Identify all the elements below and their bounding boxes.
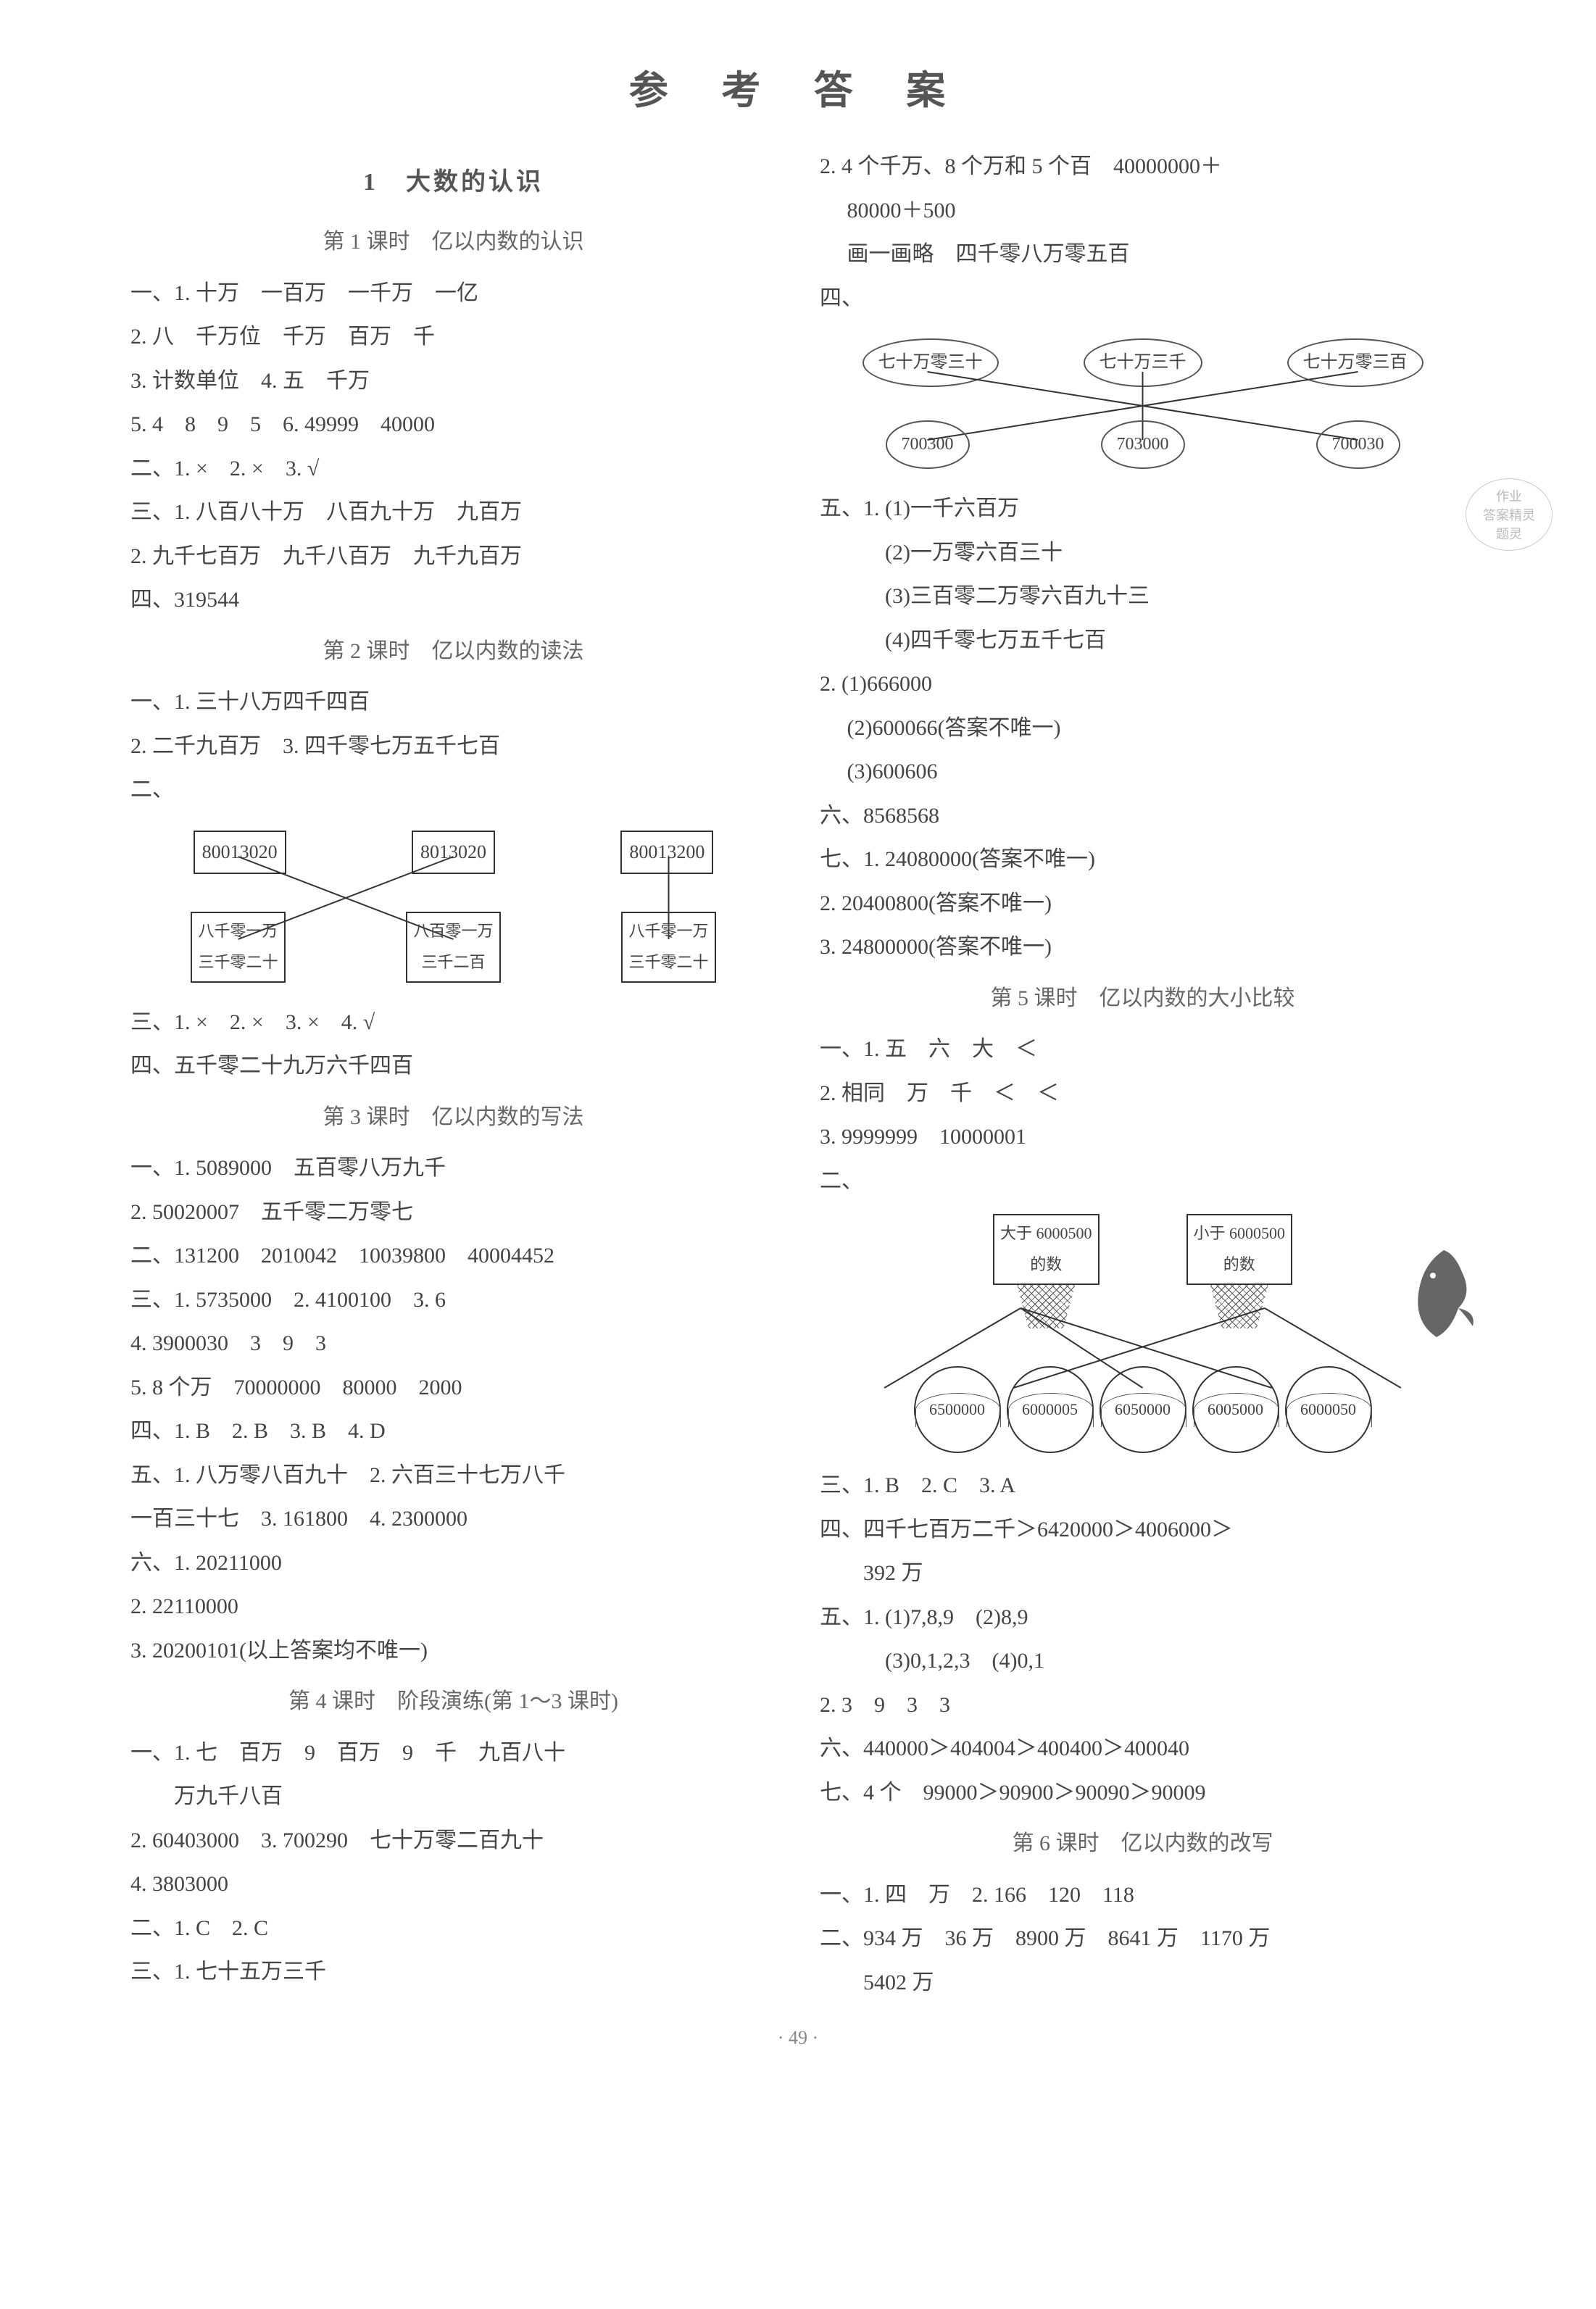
answer-text: 二、1. C 2. C	[130, 1907, 776, 1950]
answer-text: 五、1. (1)一千六百万	[820, 488, 1466, 531]
answer-text: 五、1. (1)7,8,9 (2)8,9	[820, 1597, 1466, 1639]
answer-text: 一百三十七 3. 161800 4. 2300000	[130, 1498, 776, 1541]
answer-text: 392 万	[820, 1552, 1466, 1595]
lesson1-title: 第 1 课时 亿以内数的认识	[130, 221, 776, 264]
answer-text: 二、934 万 36 万 8900 万 8641 万 1170 万	[820, 1918, 1466, 1960]
answer-text: 80000＋500	[820, 190, 1466, 233]
left-column: 1 大数的认识 第 1 课时 亿以内数的认识 一、1. 十万 一百万 一千万 一…	[130, 144, 776, 2005]
matching-diagram-1: 80013020 8013020 80013200 八千零一万 三千零二十 八百…	[130, 823, 776, 990]
lesson6-title: 第 6 课时 亿以内数的改写	[820, 1823, 1466, 1865]
answer-text: (2)一万零六百三十	[820, 532, 1466, 575]
dolphin-icon	[1408, 1243, 1480, 1344]
answer-text: 2. 50020007 五千零二万零七	[130, 1191, 776, 1234]
page-number: · 49 ·	[130, 2027, 1466, 2049]
answer-text: (3)0,1,2,3 (4)0,1	[820, 1640, 1466, 1683]
diagram-box: 八百零一万 三千二百	[406, 912, 500, 983]
lesson4-title: 第 4 课时 阶段演练(第 1～3 课时)	[130, 1681, 776, 1723]
answer-text: 2. 3 9 3 3	[820, 1684, 1466, 1727]
answer-text: (3)600606	[820, 751, 1466, 794]
answer-text: 一、1. 三十八万四千四百	[130, 681, 776, 724]
answer-text: 四、五千零二十九万六千四百	[130, 1045, 776, 1088]
stamp-text: 作业	[1496, 486, 1522, 505]
answer-text: 一、1. 七 百万 9 百万 9 千 九百八十	[130, 1732, 776, 1775]
basketball-node: 6050000	[1100, 1366, 1186, 1453]
stamp-text: 答案精灵	[1483, 505, 1535, 524]
diagram-box: 八千零一万 三千零二十	[621, 912, 715, 983]
answer-text: 四、1. B 2. B 3. B 4. D	[130, 1410, 776, 1453]
lesson3-title: 第 3 课时 亿以内数的写法	[130, 1097, 776, 1139]
basketball-node: 6005000	[1192, 1366, 1279, 1453]
answer-text: 二、	[820, 1160, 1466, 1203]
watermark-stamp: 作业 答案精灵 题灵	[1466, 478, 1553, 551]
cloud-node: 700300	[886, 420, 970, 469]
answer-text: 画一画略 四千零八万零五百	[820, 233, 1466, 276]
answer-text: 一、1. 十万 一百万 一千万 一亿	[130, 272, 776, 315]
answer-text: 五、1. 八万零八百九十 2. 六百三十七万八千	[130, 1455, 776, 1497]
columns-container: 1 大数的认识 第 1 课时 亿以内数的认识 一、1. 十万 一百万 一千万 一…	[130, 144, 1466, 2005]
answer-text: 二、1. × 2. × 3. √	[130, 448, 776, 491]
answer-text: 5. 4 8 9 5 6. 49999 40000	[130, 404, 776, 446]
answer-text: 七、1. 24080000(答案不唯一)	[820, 839, 1466, 881]
answer-text: 四、319544	[130, 579, 776, 622]
answer-text: 2. 二千九百万 3. 四千零七万五千七百	[130, 725, 776, 768]
answer-text: 三、1. × 2. × 3. × 4. √	[130, 1002, 776, 1044]
answer-text: 二、	[130, 769, 776, 812]
answer-text: 2. 20400800(答案不唯一)	[820, 883, 1466, 925]
answer-text: 2. 相同 万 千 ＜ ＜	[820, 1073, 1466, 1115]
answer-text: 万九千八百	[130, 1776, 776, 1818]
answer-text: 4. 3803000	[130, 1863, 776, 1906]
basketball-diagram: 大于 6000500 的数 小于 6000500 的数	[820, 1214, 1466, 1453]
matching-diagram-2: 七十万零三十 七十万三千 七十万零三百 700300 703000 700030	[820, 331, 1466, 476]
answer-text: (4)四千零七万五千七百	[820, 620, 1466, 662]
answer-text: 2. 22110000	[130, 1586, 776, 1628]
lesson5-title: 第 5 课时 亿以内数的大小比较	[820, 978, 1466, 1020]
answer-text: 4. 3900030 3 9 3	[130, 1323, 776, 1365]
answer-text: (3)三百零二万零六百九十三	[820, 575, 1466, 618]
answer-text: 三、1. 5735000 2. 4100100 3. 6	[130, 1279, 776, 1322]
cloud-node: 700030	[1316, 420, 1400, 469]
answer-text: 六、8568568	[820, 795, 1466, 838]
answer-text: 5402 万	[820, 1962, 1466, 2005]
stamp-text: 题灵	[1496, 524, 1522, 543]
answer-text: 二、131200 2010042 10039800 40004452	[130, 1235, 776, 1278]
answer-text: (2)600066(答案不唯一)	[820, 707, 1466, 750]
answer-text: 3. 24800000(答案不唯一)	[820, 926, 1466, 969]
answer-text: 四、四千七百万二千＞6420000＞4006000＞	[820, 1509, 1466, 1552]
diagram-box: 八千零一万 三千零二十	[191, 912, 285, 983]
answer-text: 七、4 个 99000＞90900＞90090＞90009	[820, 1772, 1466, 1815]
answer-text: 一、1. 5089000 五百零八万九千	[130, 1147, 776, 1190]
answer-text: 2. 八 千万位 千万 百万 千	[130, 316, 776, 359]
basketball-node: 6000005	[1007, 1366, 1094, 1453]
right-column: 2. 4 个千万、8 个万和 5 个百 40000000＋ 80000＋500 …	[820, 144, 1466, 2005]
answer-text: 六、440000＞404004＞400400＞400040	[820, 1728, 1466, 1771]
answer-text: 一、1. 五 六 大 ＜	[820, 1028, 1466, 1071]
answer-text: 3. 计数单位 4. 五 千万	[130, 360, 776, 403]
lesson2-title: 第 2 课时 亿以内数的读法	[130, 631, 776, 673]
answer-text: 2. 4 个千万、8 个万和 5 个百 40000000＋	[820, 146, 1466, 188]
answer-text: 5. 8 个万 70000000 80000 2000	[130, 1367, 776, 1410]
answer-text: 2. (1)666000	[820, 663, 1466, 706]
answer-text: 2. 九千七百万 九千八百万 九千九百万	[130, 536, 776, 578]
basketball-node: 6000050	[1285, 1366, 1372, 1453]
chapter-title: 1 大数的认识	[130, 159, 776, 207]
answer-text: 三、1. 七十五万三千	[130, 1951, 776, 1994]
main-title: 参 考 答 案	[130, 58, 1466, 115]
answer-text: 一、1. 四 万 2. 166 120 118	[820, 1874, 1466, 1917]
answer-text: 2. 60403000 3. 700290 七十万零二百九十	[130, 1820, 776, 1863]
cloud-node: 703000	[1101, 420, 1185, 469]
answer-text: 3. 9999999 10000001	[820, 1116, 1466, 1159]
answer-text: 三、1. B 2. C 3. A	[820, 1465, 1466, 1507]
answer-text: 三、1. 八百八十万 八百九十万 九百万	[130, 491, 776, 534]
answer-text: 3. 20200101(以上答案均不唯一)	[130, 1630, 776, 1673]
basketball-node: 6500000	[914, 1366, 1001, 1453]
answer-text: 四、	[820, 278, 1466, 320]
answer-text: 六、1. 20211000	[130, 1542, 776, 1585]
